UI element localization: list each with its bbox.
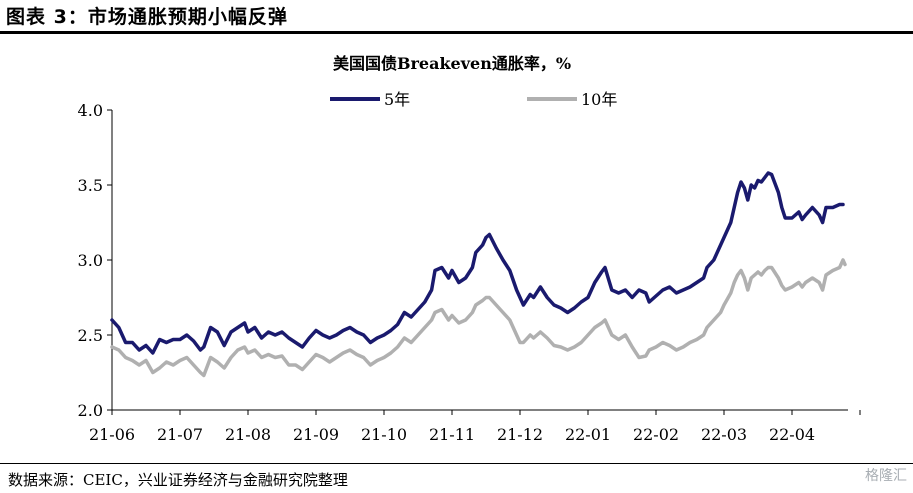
series-line-10y <box>110 258 847 378</box>
y-tick-label: 4.0 <box>78 101 103 120</box>
chart-title: 美国国债Breakeven通胀率，% <box>333 54 571 73</box>
watermark-logo: 格隆汇 <box>865 468 907 484</box>
y-tick-label: 3.5 <box>78 176 103 195</box>
axes: 2.0 2.5 3.0 3.5 4.0 21-06 21-07 21-08 21-09 21-10… <box>78 101 861 444</box>
x-tick-label: 22-01 <box>565 425 611 444</box>
x-tick-label: 22-04 <box>769 425 815 444</box>
y-tick-label: 3.0 <box>78 251 103 270</box>
x-tick-label: 21-07 <box>157 425 203 444</box>
x-tick-label: 21-12 <box>497 425 543 444</box>
y-tick-label: 2.0 <box>78 401 103 420</box>
series-layer <box>110 171 847 378</box>
source-rule <box>0 463 913 464</box>
legend-label-10y: 10年 <box>581 90 617 109</box>
source-note: 数据来源：CEIC，兴业证券经济与金融研究院整理 <box>8 471 348 489</box>
x-tick-label: 22-02 <box>633 425 679 444</box>
figure-title: 图表 3：市场通胀预期小幅反弹 <box>6 6 288 28</box>
x-tick-label: 21-10 <box>361 425 407 444</box>
breakeven-line-chart: 美国国债Breakeven通胀率，% 5年 10年 2.0 2.5 3.0 3.5 4.… <box>78 54 861 444</box>
series-line-5y <box>110 171 845 355</box>
title-rule <box>0 31 913 34</box>
legend-label-5y: 5年 <box>384 90 410 109</box>
legend: 5年 10年 <box>330 90 617 109</box>
x-tick-label: 21-06 <box>89 425 135 444</box>
x-tick-label: 22-03 <box>701 425 747 444</box>
x-tick-label: 21-11 <box>429 425 475 444</box>
x-tick-label: 21-08 <box>225 425 271 444</box>
x-tick-label: 21-09 <box>293 425 339 444</box>
y-tick-label: 2.5 <box>78 326 103 345</box>
